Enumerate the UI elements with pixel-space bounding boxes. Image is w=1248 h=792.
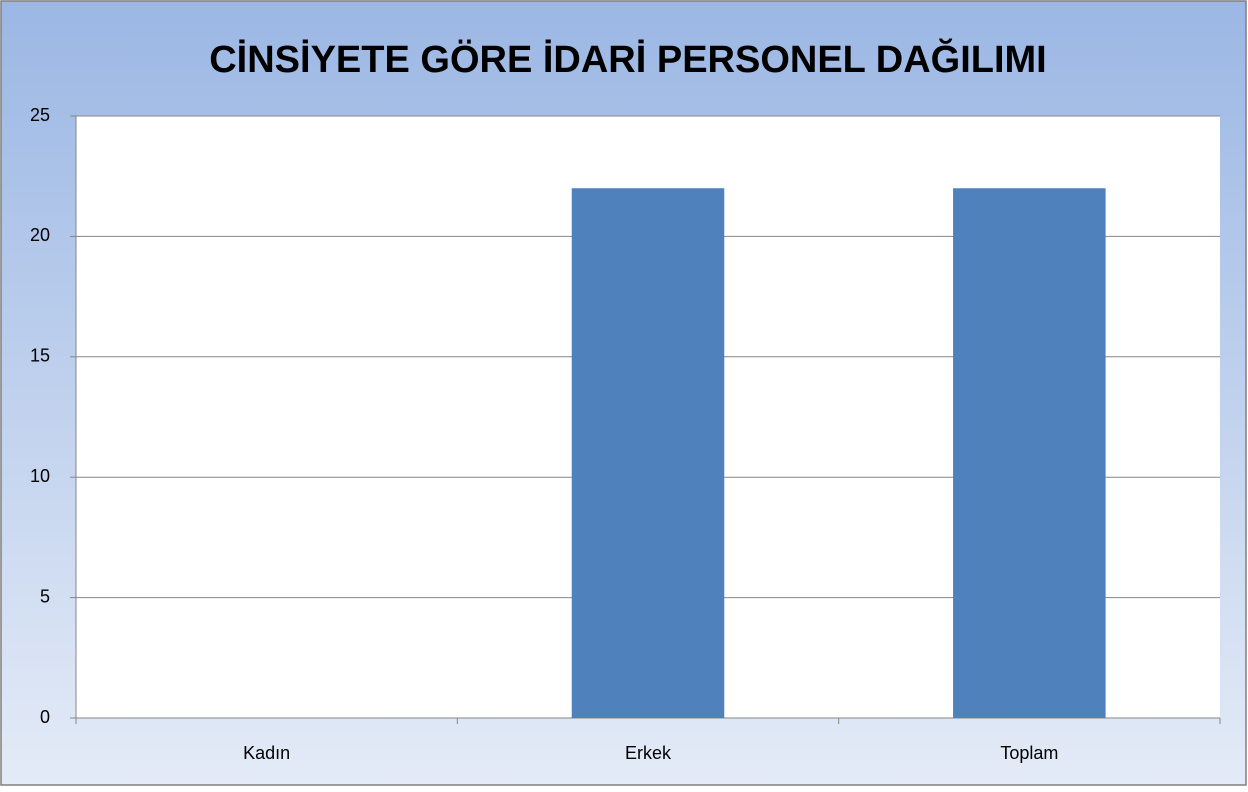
x-tick-label: Erkek <box>625 743 672 763</box>
chart-title: CİNSİYETE GÖRE İDARİ PERSONEL DAĞILIMI <box>209 37 1047 81</box>
y-tick-label: 25 <box>30 105 50 125</box>
y-tick-label: 10 <box>30 466 50 486</box>
y-tick-label: 0 <box>40 707 50 727</box>
y-tick-label: 5 <box>40 586 50 606</box>
y-tick-label: 20 <box>30 225 50 245</box>
x-tick-label: Kadın <box>243 743 290 763</box>
bar <box>953 188 1106 719</box>
bar <box>571 188 725 719</box>
y-tick-label: 15 <box>30 346 50 366</box>
x-tick-label: Toplam <box>1000 743 1058 763</box>
